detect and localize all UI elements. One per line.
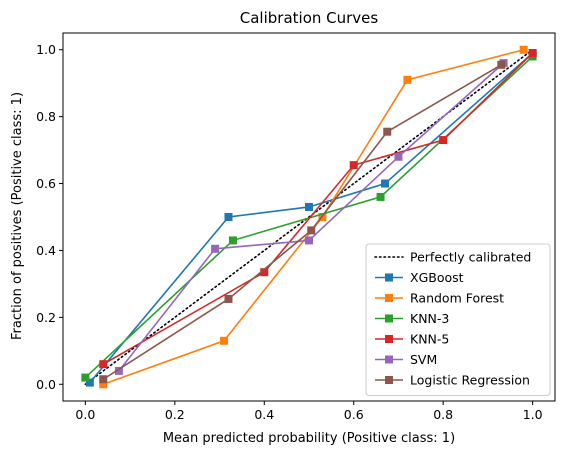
legend-marker (385, 273, 393, 282)
axis-ticks: 0.0 0.2 0.4 0.6 0.8 1.0 0.0 0.2 0.4 0.6 0.8 1.0 (36, 42, 543, 422)
data-point (394, 152, 403, 161)
data-point (99, 360, 108, 369)
data-point (228, 236, 237, 245)
data-point (528, 49, 537, 58)
series-5 (99, 60, 506, 384)
series-3 (99, 49, 537, 369)
legend-marker (385, 294, 393, 302)
x-tick-label: 0.0 (75, 407, 95, 422)
x-tick-label: 0.6 (344, 407, 364, 422)
axes-frame (62, 32, 556, 402)
data-point (224, 294, 233, 303)
chart-title: Calibration Curves (240, 9, 379, 27)
data-point (376, 192, 385, 201)
reference-line (84, 48, 534, 386)
legend-entry: SVM (375, 352, 437, 367)
legend-entry: XGBoost (375, 270, 464, 285)
data-point (99, 380, 108, 389)
legend-entry: Perfectly calibrated (374, 250, 531, 265)
data-point (99, 375, 108, 384)
x-tick-label: 0.8 (433, 407, 453, 422)
data-point (85, 378, 94, 387)
legend-label: Perfectly calibrated (410, 250, 531, 265)
y-tick-label: 0.2 (36, 310, 56, 325)
legend-label: SVM (410, 352, 437, 367)
x-tick-label: 0.2 (165, 407, 185, 422)
data-point (381, 179, 390, 188)
x-tick-label: 1.0 (523, 407, 543, 422)
data-point (81, 373, 90, 382)
plot-area (62, 32, 556, 402)
legend-marker (385, 376, 393, 384)
legend-label: KNN-5 (410, 332, 449, 347)
legend-marker (385, 314, 393, 323)
legend: Perfectly calibrated XGBoost Random Forest… (365, 243, 551, 396)
data-point (305, 236, 313, 245)
data-point (439, 136, 448, 145)
legend-box (365, 243, 551, 396)
legend-entry: KNN-5 (375, 332, 449, 347)
data-point (260, 268, 269, 277)
legend-entry: KNN-3 (375, 311, 449, 326)
x-tick-label: 0.4 (254, 407, 274, 422)
y-tick-label: 0.6 (36, 176, 56, 191)
data-point (307, 226, 316, 235)
y-axis-label: Fraction of positives (Positive class: 1… (10, 92, 25, 340)
data-point (224, 213, 233, 221)
data-point (211, 244, 220, 253)
x-axis-label: Mean predicted probability (Positive cla… (163, 431, 455, 446)
y-tick-label: 0.0 (36, 377, 56, 392)
y-tick-label: 0.4 (36, 243, 56, 258)
data-point (349, 161, 358, 170)
data-point (220, 336, 229, 345)
legend-label: XGBoost (410, 270, 464, 285)
legend-label: Logistic Regression (410, 373, 530, 388)
legend-entry: Logistic Regression (375, 373, 530, 388)
legend-marker (385, 335, 393, 343)
data-point (305, 202, 313, 211)
y-tick-label: 1.0 (36, 42, 56, 57)
data-point (497, 60, 506, 69)
data-point (383, 127, 392, 136)
data-point (519, 45, 528, 54)
legend-entry: Random Forest (375, 291, 504, 306)
legend-label: KNN-3 (410, 311, 449, 326)
legend-label: Random Forest (410, 291, 504, 306)
data-point (114, 366, 123, 375)
legend-marker (385, 355, 393, 364)
data-point (403, 75, 412, 84)
y-tick-label: 0.8 (36, 109, 56, 124)
